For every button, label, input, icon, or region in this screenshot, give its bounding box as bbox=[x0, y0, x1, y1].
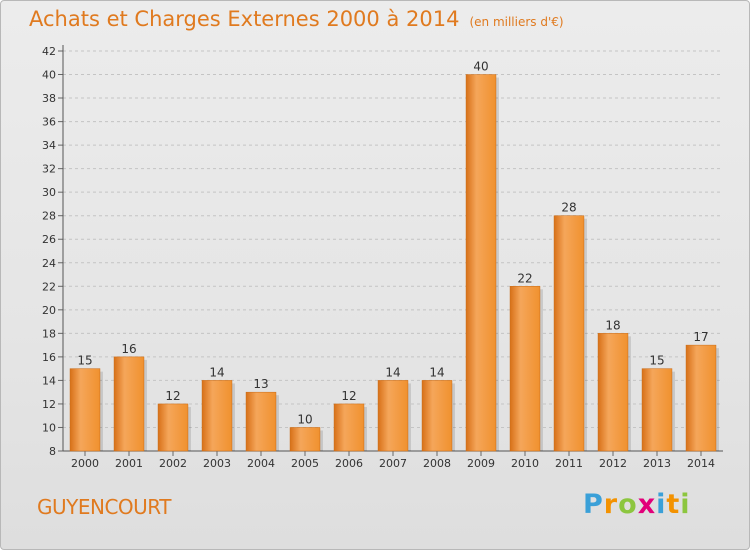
x-tick-label-2007: 2007 bbox=[379, 457, 407, 470]
value-label-2008: 14 bbox=[429, 365, 444, 379]
x-tick-label-2002: 2002 bbox=[159, 457, 187, 470]
value-label-2012: 18 bbox=[605, 318, 620, 332]
bar-2012 bbox=[597, 333, 629, 452]
y-tick-label: 38 bbox=[42, 92, 56, 105]
logo-letter: o bbox=[618, 489, 638, 520]
y-tick-label: 8 bbox=[49, 445, 56, 458]
bar-2008 bbox=[421, 380, 453, 452]
logo-letter: i bbox=[656, 489, 667, 520]
y-tick-label: 16 bbox=[42, 351, 56, 364]
y-tick-label: 10 bbox=[42, 421, 56, 434]
y-tick-label: 12 bbox=[42, 398, 56, 411]
y-tick-label: 26 bbox=[42, 233, 56, 246]
y-tick-label: 34 bbox=[42, 139, 56, 152]
x-tick-label-2009: 2009 bbox=[467, 457, 495, 470]
value-label-2004: 13 bbox=[253, 377, 268, 391]
x-tick-label-2011: 2011 bbox=[555, 457, 583, 470]
y-tick-label: 14 bbox=[42, 374, 56, 387]
chart-title: Achats et Charges Externes 2000 à 2014 (e… bbox=[29, 7, 564, 31]
x-tick-label-2005: 2005 bbox=[291, 457, 319, 470]
logo-letter: r bbox=[603, 489, 619, 520]
value-label-2010: 22 bbox=[517, 271, 532, 285]
chart-subtitle: (en milliers d'€) bbox=[469, 15, 564, 29]
x-tick-label-2013: 2013 bbox=[643, 457, 671, 470]
proxiti-logo: Proxiti bbox=[583, 489, 691, 520]
x-tick-label-2012: 2012 bbox=[599, 457, 627, 470]
y-tick-label: 32 bbox=[42, 163, 56, 176]
y-tick-label: 42 bbox=[42, 45, 56, 58]
bar-2010 bbox=[509, 286, 541, 452]
value-label-2005: 10 bbox=[297, 412, 312, 426]
value-label-2006: 12 bbox=[341, 389, 356, 403]
bar-2006 bbox=[333, 403, 365, 452]
logo-letter: P bbox=[583, 489, 604, 520]
x-tick-label-2010: 2010 bbox=[511, 457, 539, 470]
value-label-2003: 14 bbox=[209, 365, 224, 379]
value-label-2007: 14 bbox=[385, 365, 400, 379]
value-label-2013: 15 bbox=[649, 354, 664, 368]
town-name: GUYENCOURT bbox=[37, 495, 171, 519]
value-label-2000: 15 bbox=[77, 354, 92, 368]
x-tick-label-2008: 2008 bbox=[423, 457, 451, 470]
bar-2004 bbox=[245, 391, 277, 452]
y-tick-label: 28 bbox=[42, 210, 56, 223]
x-tick-label-2003: 2003 bbox=[203, 457, 231, 470]
bar-2009 bbox=[465, 74, 497, 452]
logo-letter: t bbox=[666, 489, 681, 520]
y-tick-label: 18 bbox=[42, 327, 56, 340]
bar-2005 bbox=[289, 427, 321, 452]
logo-letter: x bbox=[637, 489, 657, 520]
y-tick-label: 40 bbox=[42, 69, 56, 82]
bar-2007 bbox=[377, 380, 409, 452]
y-tick-label: 22 bbox=[42, 280, 56, 293]
bar-2013 bbox=[641, 368, 673, 452]
value-label-2014: 17 bbox=[693, 330, 708, 344]
x-tick-label-2001: 2001 bbox=[115, 457, 143, 470]
chart-title-text: Achats et Charges Externes 2000 à 2014 bbox=[29, 7, 460, 31]
y-tick-label: 36 bbox=[42, 116, 56, 129]
x-tick-label-2014: 2014 bbox=[687, 457, 715, 470]
y-tick-label: 20 bbox=[42, 304, 56, 317]
value-label-2009: 40 bbox=[473, 60, 488, 74]
bar-2003 bbox=[201, 380, 233, 452]
logo-letter: i bbox=[680, 489, 691, 520]
bar-2014 bbox=[685, 344, 717, 452]
y-tick-label: 24 bbox=[42, 257, 56, 270]
bar-2011 bbox=[553, 215, 585, 452]
value-label-2002: 12 bbox=[165, 389, 180, 403]
x-tick-label-2004: 2004 bbox=[247, 457, 275, 470]
bar-2001 bbox=[113, 356, 145, 452]
y-tick-label: 30 bbox=[42, 186, 56, 199]
value-label-2001: 16 bbox=[121, 342, 136, 356]
bar-2000 bbox=[69, 368, 101, 452]
bar-2002 bbox=[157, 403, 189, 452]
x-tick-label-2006: 2006 bbox=[335, 457, 363, 470]
x-tick-label-2000: 2000 bbox=[71, 457, 99, 470]
value-label-2011: 28 bbox=[561, 201, 576, 215]
